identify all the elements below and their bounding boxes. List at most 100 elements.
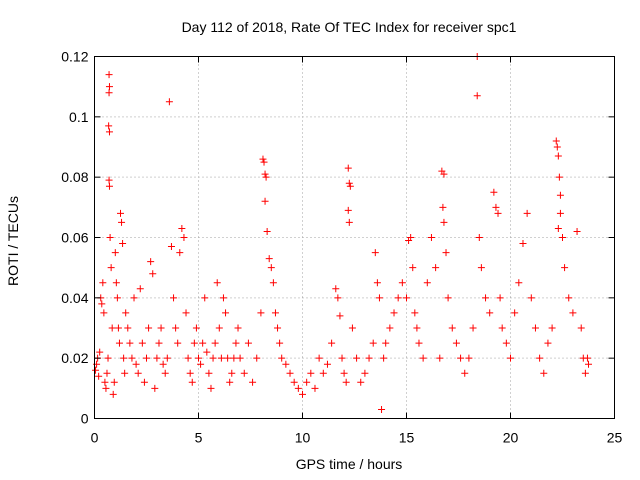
data-point xyxy=(344,206,352,214)
data-point xyxy=(262,173,270,181)
data-point xyxy=(228,369,236,377)
data-point xyxy=(515,279,523,287)
data-point xyxy=(469,324,477,332)
data-point xyxy=(353,354,361,362)
data-point xyxy=(95,372,103,380)
data-point xyxy=(419,354,427,362)
data-point xyxy=(260,158,268,166)
data-point xyxy=(461,369,469,377)
data-point xyxy=(345,179,353,187)
data-point xyxy=(556,209,564,217)
data-point xyxy=(338,354,346,362)
data-point xyxy=(170,294,178,302)
x-tick-label: 10 xyxy=(295,430,311,446)
data-point xyxy=(345,218,353,226)
data-point xyxy=(482,294,490,302)
data-point xyxy=(382,339,390,347)
data-point xyxy=(149,270,157,278)
data-point xyxy=(490,188,498,196)
data-point xyxy=(294,384,302,392)
data-point xyxy=(267,264,275,272)
data-point xyxy=(167,243,175,251)
data-point xyxy=(299,390,306,398)
data-point xyxy=(115,339,123,347)
data-point xyxy=(361,369,369,377)
data-point xyxy=(134,369,142,377)
x-tick-label: 5 xyxy=(195,430,203,446)
data-point xyxy=(249,378,257,386)
data-point xyxy=(577,324,585,332)
y-tick-label: 0.04 xyxy=(61,290,88,306)
data-point xyxy=(138,339,146,347)
data-point xyxy=(440,218,448,226)
data-point xyxy=(209,354,217,362)
data-point xyxy=(192,324,200,332)
data-point xyxy=(109,390,117,398)
data-point xyxy=(494,209,502,217)
data-point xyxy=(197,360,205,368)
data-point xyxy=(182,309,190,317)
data-point xyxy=(378,405,386,413)
data-point xyxy=(276,339,284,347)
data-point xyxy=(375,294,383,302)
data-point xyxy=(444,294,452,302)
data-point xyxy=(178,224,186,232)
data-point xyxy=(265,255,273,263)
data-point xyxy=(269,279,277,287)
data-point xyxy=(128,354,136,362)
data-point xyxy=(213,279,221,287)
data-point xyxy=(143,354,150,362)
x-tick-label: 15 xyxy=(399,430,415,446)
data-point xyxy=(108,324,116,332)
data-point xyxy=(222,309,230,317)
data-point xyxy=(290,378,298,386)
data-point xyxy=(153,354,161,362)
y-tick-label: 0.08 xyxy=(61,169,88,185)
data-point xyxy=(473,92,481,100)
data-point xyxy=(184,354,192,362)
data-point xyxy=(328,339,336,347)
data-point xyxy=(199,339,207,347)
data-point xyxy=(259,155,267,163)
data-point xyxy=(172,324,180,332)
data-point xyxy=(224,354,232,362)
data-point xyxy=(155,339,163,347)
data-point xyxy=(496,294,504,302)
data-point xyxy=(117,209,124,217)
data-point xyxy=(257,309,265,317)
data-point xyxy=(373,279,381,287)
data-point xyxy=(100,309,108,317)
data-point xyxy=(415,339,423,347)
data-point xyxy=(105,122,113,130)
data-point xyxy=(232,339,240,347)
data-point xyxy=(271,309,279,317)
data-point xyxy=(457,354,465,362)
data-point xyxy=(105,89,113,97)
data-point xyxy=(113,294,121,302)
data-point xyxy=(163,354,171,362)
y-tick-label: 0.1 xyxy=(69,109,89,125)
data-point xyxy=(523,209,531,217)
data-point xyxy=(439,203,447,211)
data-point xyxy=(583,354,591,362)
data-point xyxy=(180,234,188,241)
data-point xyxy=(323,360,331,368)
data-point xyxy=(286,369,294,377)
data-point xyxy=(303,378,311,386)
y-tick-label: 0.12 xyxy=(61,49,88,65)
data-point xyxy=(442,249,450,257)
y-tick-label: 0.02 xyxy=(61,350,88,366)
data-point xyxy=(452,339,460,347)
data-point xyxy=(334,294,342,302)
data-point xyxy=(274,324,282,332)
data-point xyxy=(332,285,340,293)
data-point xyxy=(119,240,127,248)
data-point xyxy=(282,360,290,368)
data-point xyxy=(140,378,148,386)
data-point xyxy=(157,324,165,332)
data-point xyxy=(346,182,354,190)
data-point xyxy=(548,324,556,332)
data-point xyxy=(427,234,435,241)
data-point xyxy=(112,279,120,287)
data-point xyxy=(486,309,494,317)
